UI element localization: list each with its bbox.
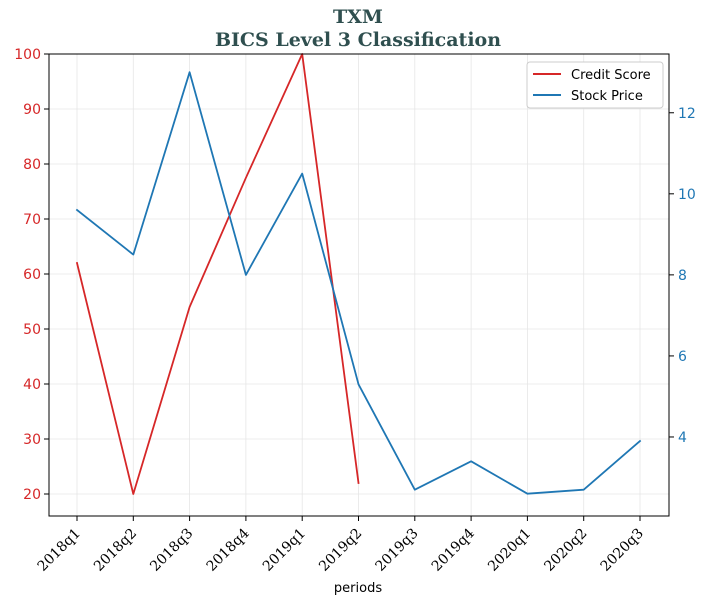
right-y-tick-label: 6	[678, 349, 687, 365]
x-tick-label: 2019q1	[260, 526, 309, 575]
left-y-tick-label: 80	[23, 157, 41, 173]
left-y-tick-label: 100	[14, 47, 41, 63]
left-y-tick-label: 50	[23, 322, 41, 338]
right-y-tick-label: 4	[678, 430, 687, 446]
left-y-tick-label: 60	[23, 267, 41, 283]
chart-title: TXM	[333, 6, 383, 28]
legend-entry-label: Stock Price	[571, 89, 643, 104]
x-tick-label: 2020q2	[541, 526, 590, 575]
x-tick-label: 2019q4	[429, 525, 478, 574]
x-tick-label: 2020q1	[485, 526, 534, 575]
left-y-tick-label: 90	[23, 102, 41, 118]
left-y-tick-label: 70	[23, 212, 41, 228]
right-y-tick-label: 10	[678, 187, 696, 203]
series-lines	[75, 53, 642, 495]
x-tick-label: 2018q2	[91, 526, 140, 575]
legend: Credit Score Stock Price	[526, 61, 664, 109]
right-y-tick-label: 8	[678, 268, 687, 284]
x-tick-label: 2018q1	[35, 526, 84, 575]
legend-entry-label: Credit Score	[571, 68, 651, 83]
right-y-tick-label: 12	[678, 106, 696, 122]
left-y-tick-label: 30	[23, 432, 41, 448]
left-y-axis: 20 30 40 50 60 70 80 90 100	[14, 47, 49, 503]
left-y-tick-label: 20	[23, 487, 41, 503]
x-tick-label: 2019q3	[372, 526, 421, 575]
chart-subtitle: BICS Level 3 Classification	[215, 29, 501, 51]
series-line-credit-score	[75, 53, 360, 495]
x-tick-label: 2020q3	[598, 526, 647, 575]
left-y-tick-label: 40	[23, 377, 41, 393]
x-tick-label: 2018q3	[147, 526, 196, 575]
plot-frame	[48, 53, 670, 517]
x-axis-label: periods	[334, 581, 382, 596]
series-line-stock-price	[75, 71, 642, 495]
right-y-axis: 4 6 8 10 12	[669, 106, 696, 446]
x-tick-label: 2019q2	[316, 526, 365, 575]
x-axis: 2018q1 2018q2 2018q3 2018q4 2019q1 2019q2 2019…	[35, 516, 647, 575]
x-tick-label: 2018q4	[204, 525, 253, 574]
grid	[49, 53, 669, 516]
